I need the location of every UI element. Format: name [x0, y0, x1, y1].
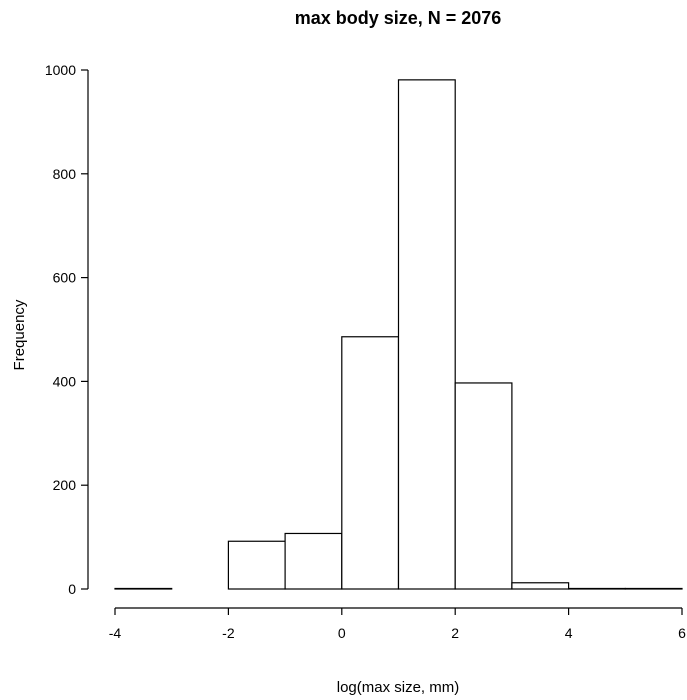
x-axis: -4 -2 0 2 4 6: [109, 607, 686, 641]
y-tick-label: 400: [53, 373, 77, 389]
y-tick-label: 0: [68, 581, 76, 597]
chart-title: max body size, N = 2076: [295, 8, 502, 28]
y-tick-label: 800: [53, 166, 77, 182]
x-tick-label: -4: [109, 625, 122, 641]
y-axis-label: Frequency: [11, 299, 28, 370]
x-axis-label: log(max size, mm): [337, 679, 460, 696]
histogram-bar: [624, 587, 683, 590]
bars-group: [114, 79, 683, 590]
x-tick-label: -2: [222, 625, 235, 641]
histogram-bar: [454, 382, 513, 590]
x-tick-label: 0: [338, 625, 346, 641]
histogram-bar: [341, 336, 400, 590]
histogram-bar: [284, 532, 343, 590]
histogram-bar: [397, 79, 456, 590]
y-tick-label: 600: [53, 270, 77, 286]
y-tick-label: 200: [53, 477, 77, 493]
histogram-bar: [567, 587, 626, 590]
histogram-bar: [227, 540, 286, 590]
x-tick-label: 4: [565, 625, 573, 641]
histogram-bar: [114, 587, 173, 590]
x-tick-label: 2: [451, 625, 459, 641]
y-tick-label: 1000: [45, 62, 76, 78]
histogram-bar: [511, 582, 570, 590]
x-tick-label: 6: [678, 625, 686, 641]
y-axis: 0 200 400 600 800 1000: [45, 62, 89, 597]
